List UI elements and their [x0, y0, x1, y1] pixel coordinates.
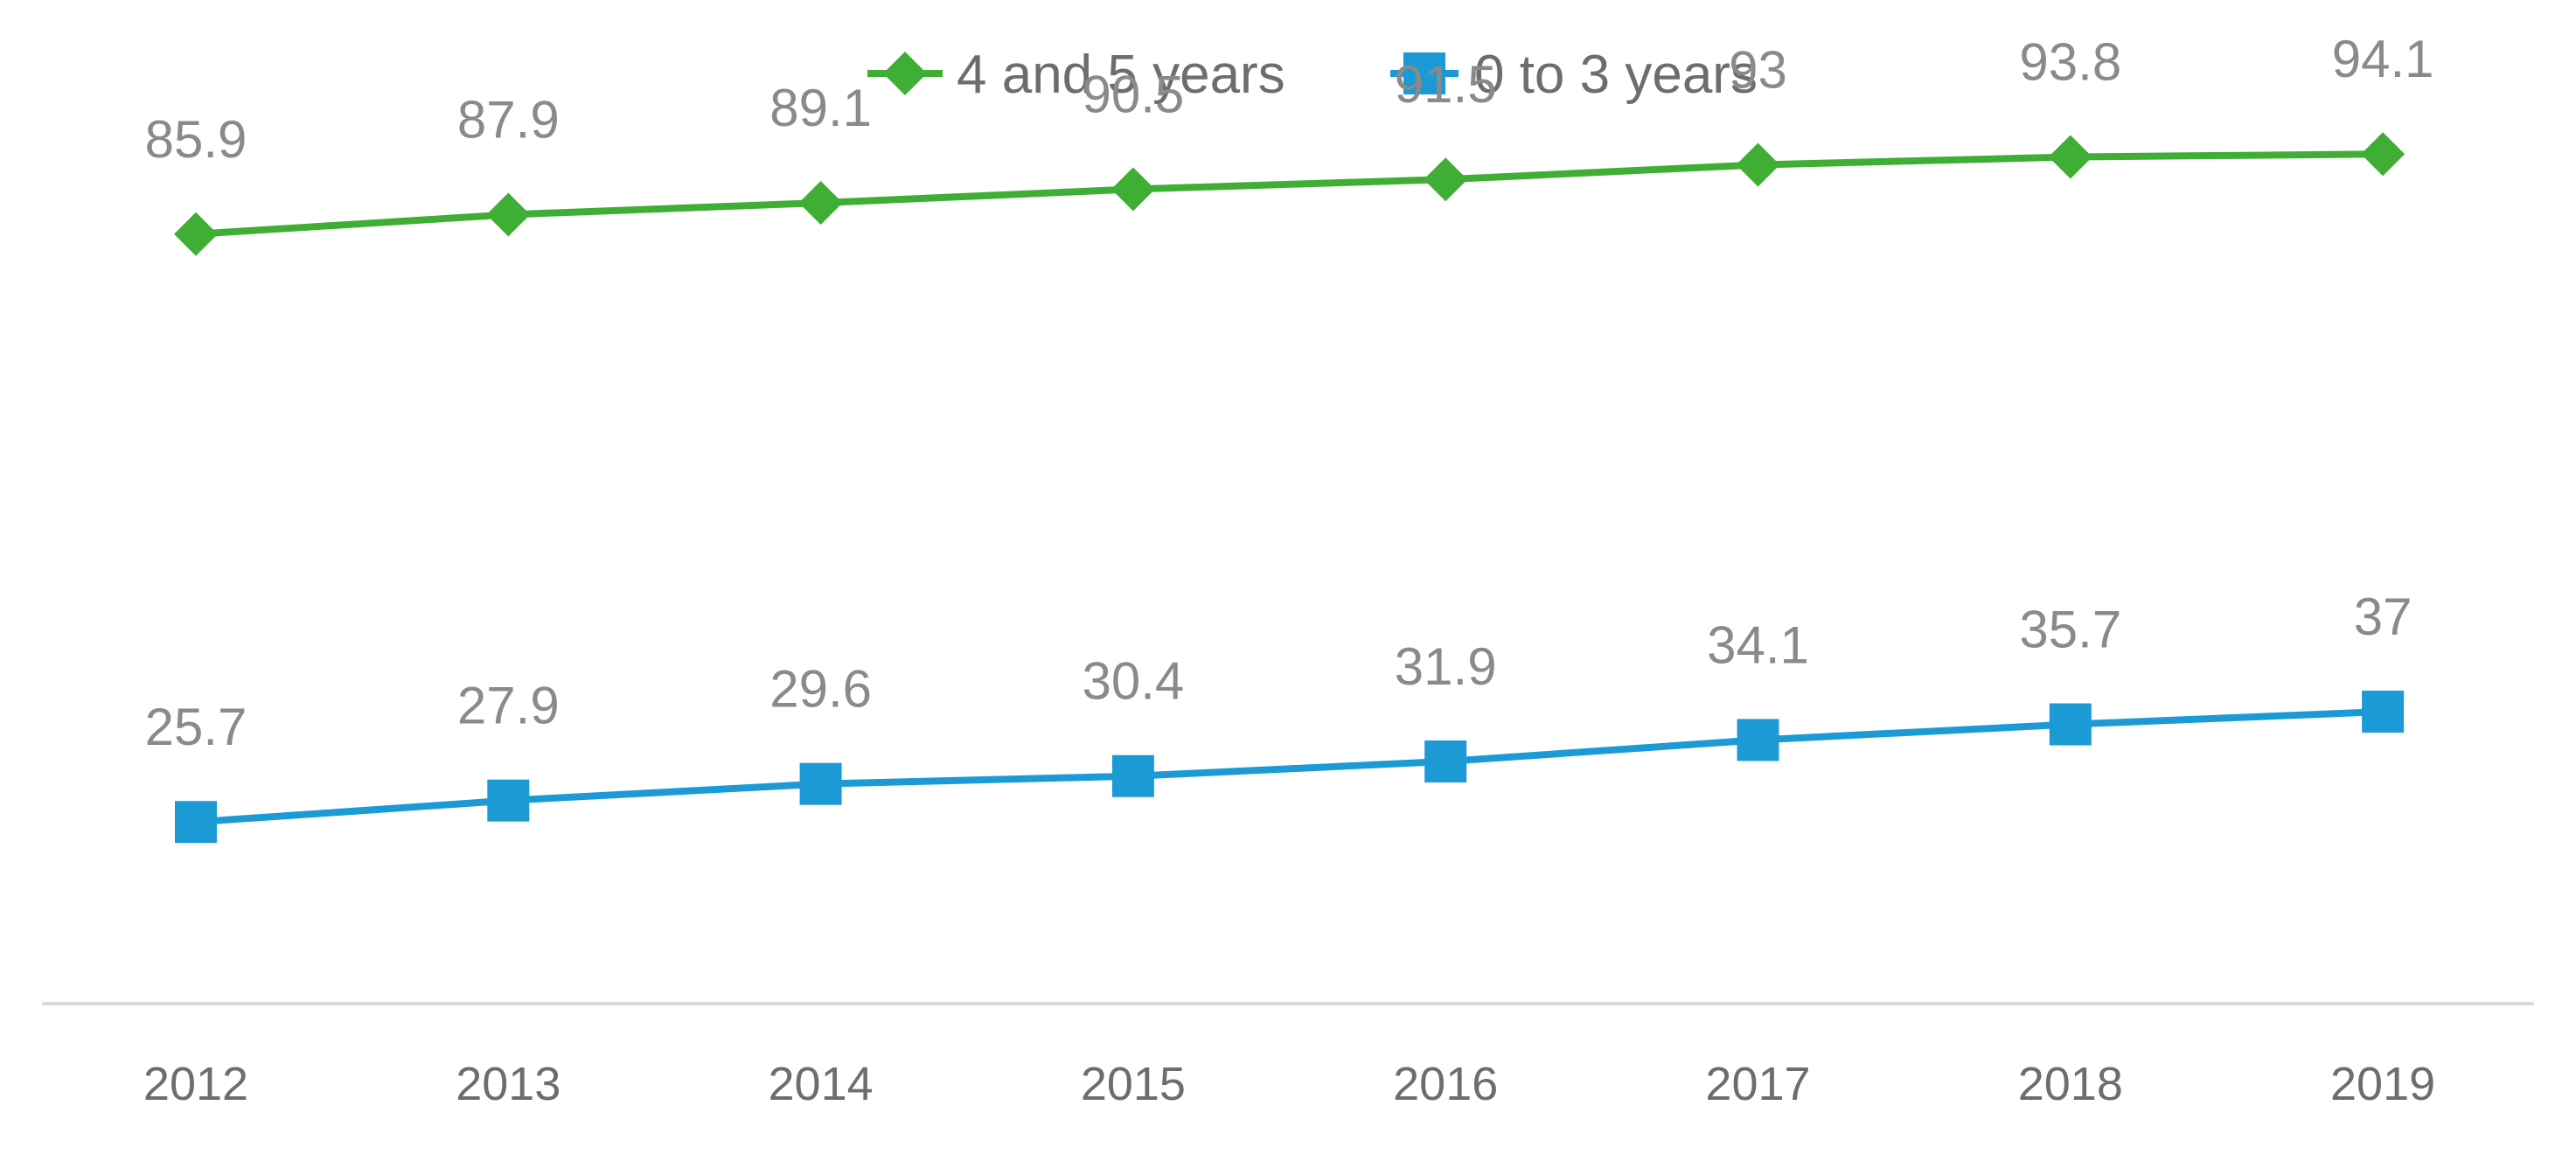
data-label: 30.4 [1083, 652, 1185, 711]
series-zero-to-three-years: 25.7 27.9 29.6 30.4 31.9 34.1 35.7 37 [145, 587, 2412, 844]
data-label: 29.6 [769, 660, 872, 719]
data-point [1424, 740, 1467, 782]
x-tick-label: 2017 [1705, 1058, 1810, 1110]
data-label: 94.1 [2332, 30, 2434, 88]
data-point [2362, 691, 2405, 733]
x-tick-label: 2013 [456, 1058, 560, 1110]
data-label: 93 [1729, 40, 1787, 99]
x-tick-label: 2019 [2330, 1058, 2435, 1110]
series-layer: 85.9 87.9 89.1 90.5 91.5 93 93.8 94.1 25.7 27.9 29… [145, 30, 2434, 844]
data-label: 87.9 [457, 90, 560, 149]
x-tick-label: 2012 [143, 1058, 248, 1110]
legend-item: 0 to 3 years [1390, 45, 1758, 105]
legend-label: 4 and 5 years [957, 45, 1285, 105]
data-label: 89.1 [769, 79, 872, 137]
data-point [2049, 703, 2092, 746]
series-line [195, 150, 2384, 238]
legend: 4 and 5 years 0 to 3 years [867, 45, 1758, 105]
x-tick-label: 2014 [769, 1058, 874, 1110]
data-label: 35.7 [2019, 601, 2121, 659]
data-point [798, 181, 843, 226]
data-label: 37 [2354, 587, 2412, 646]
legend-square-marker [1403, 52, 1445, 94]
data-point [1736, 143, 1780, 187]
x-tick-label: 2018 [2018, 1058, 2123, 1110]
series-line [195, 708, 2384, 826]
data-point [175, 801, 217, 844]
data-point [799, 762, 842, 805]
data-point [2361, 132, 2405, 177]
x-axis-ticks: 2012 2013 2014 2015 2016 2017 2018 2019 [143, 1058, 2435, 1110]
data-label: 34.1 [1707, 615, 1809, 674]
legend-diamond-marker [883, 52, 927, 95]
x-tick-label: 2016 [1393, 1058, 1498, 1110]
series-four-and-five-years: 85.9 87.9 89.1 90.5 91.5 93 93.8 94.1 [145, 30, 2434, 256]
x-tick-label: 2015 [1081, 1058, 1186, 1110]
data-point [1111, 754, 1154, 797]
data-label: 31.9 [1395, 637, 1497, 696]
data-point [486, 192, 531, 237]
data-label: 91.5 [1395, 55, 1497, 114]
data-label: 90.5 [1083, 65, 1185, 123]
data-point [174, 212, 218, 256]
data-point [1110, 167, 1155, 212]
data-label: 27.9 [457, 677, 560, 735]
legend-label: 0 to 3 years [1474, 45, 1758, 105]
data-label: 25.7 [145, 698, 247, 756]
data-label: 85.9 [145, 110, 247, 169]
legend-item: 4 and 5 years [867, 45, 1285, 105]
data-point [487, 779, 530, 822]
data-point [1424, 157, 1468, 202]
data-label: 93.8 [2019, 33, 2121, 92]
data-point [1737, 719, 1779, 761]
data-point [2048, 135, 2092, 179]
